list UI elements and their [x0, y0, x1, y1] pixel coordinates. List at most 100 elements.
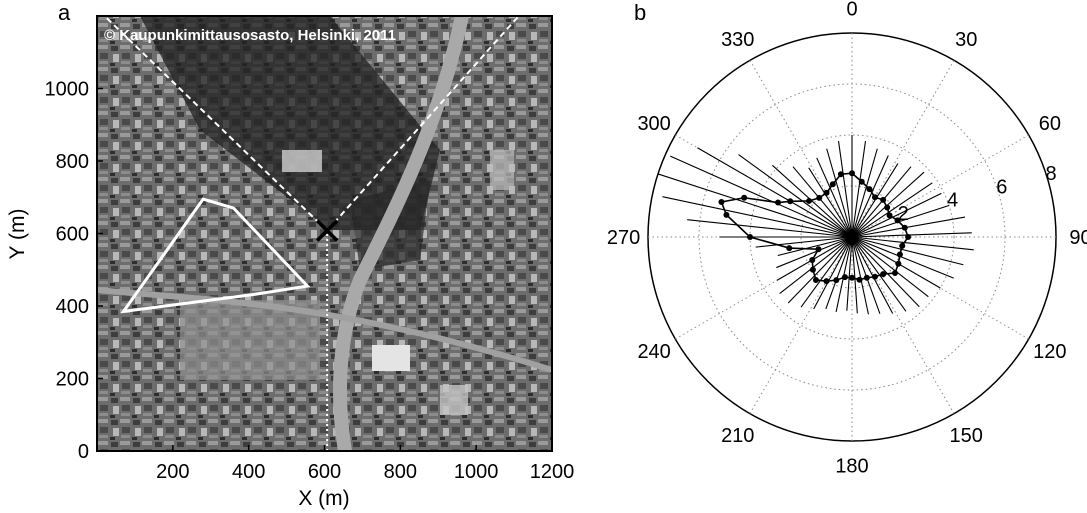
polar-data-point — [829, 181, 836, 188]
polar-whisker-line — [851, 232, 972, 238]
polar-angle-label: 270 — [607, 227, 640, 249]
polar-dotted-series — [718, 170, 912, 285]
polar-angle-label: 0 — [846, 0, 857, 21]
polar-data-point — [747, 234, 753, 240]
polar-whisker-line — [777, 236, 853, 257]
y-axis-ticks: 0 200 400 600 800 1000 — [45, 79, 103, 463]
polar-whisker-line — [846, 236, 853, 311]
polar-data-point — [809, 256, 816, 263]
polar-whisker-line — [851, 216, 966, 238]
polar-whisker-line — [851, 155, 889, 238]
polar-whisker-line — [851, 148, 878, 238]
polar-whisker-line — [851, 236, 858, 314]
polar-data-point — [896, 251, 903, 258]
polar-whisker-line — [851, 236, 929, 298]
polar-angle-label: 120 — [1033, 341, 1066, 363]
y-axis-label: Y (m) — [6, 209, 29, 260]
polar-whisker-line — [851, 236, 964, 266]
polar-data-point — [886, 212, 893, 219]
y-tick-label: 1000 — [45, 79, 90, 101]
panel-b: b 0 30 60 90 120 150 180 210 240 270 300 330 2 4 6 8 — [607, 0, 1087, 477]
polar-whisker-line — [787, 236, 853, 304]
copyright-text: © Kaupunkimittausosasto, Helsinki, 2011 — [104, 27, 396, 44]
polar-angle-label: 210 — [721, 425, 754, 447]
panel-a-letter: a — [58, 0, 71, 25]
polar-angle-label: 60 — [1039, 113, 1061, 135]
polar-radius-labels: 2 4 6 8 — [898, 163, 1057, 225]
polar-whisker-line — [851, 236, 974, 251]
x-tick-label: 200 — [156, 461, 189, 483]
polar-data-point — [815, 246, 822, 253]
polar-whisker-line — [738, 154, 853, 238]
polar-whisker-line — [755, 236, 853, 248]
station-x-marker — [315, 219, 339, 242]
polar-data-point — [823, 278, 830, 285]
polar-whisker-line — [851, 204, 950, 238]
polar-angle-label: 300 — [637, 113, 670, 135]
polar-data-point — [895, 260, 902, 267]
x-axis-label: X (m) — [298, 487, 349, 510]
building — [440, 385, 468, 415]
polar-whisker-line — [662, 196, 853, 238]
y-tick-label: 400 — [56, 296, 89, 318]
polar-whisker-line — [808, 167, 853, 238]
polar-data-point — [901, 224, 908, 231]
sector-boundary-right — [326, 16, 521, 232]
polar-whisker-line — [792, 166, 853, 238]
aerial-map — [97, 16, 552, 451]
panel-a: a © Kaupunkimittausosasto, Helsinki — [6, 0, 574, 510]
polar-whisker-line — [851, 140, 867, 238]
polar-angle-labels: 0 30 60 90 120 150 180 210 240 270 300 330 — [607, 0, 1087, 477]
x-tick-label: 1200 — [530, 461, 575, 483]
building — [372, 345, 410, 371]
polar-data-point — [823, 189, 830, 196]
polar-data-point — [786, 245, 793, 252]
polar-whisker-line — [851, 171, 925, 238]
polar-angle-label: 90 — [1069, 227, 1087, 249]
polar-radius-label: 6 — [996, 176, 1007, 198]
polar-whisker-line — [826, 148, 853, 238]
polar-radius-label: 2 — [898, 203, 909, 225]
polar-data-point — [809, 266, 816, 273]
polar-spoke — [851, 236, 955, 414]
polar-data-point — [723, 211, 730, 218]
polar-whisker-line — [813, 236, 853, 310]
polar-data-point — [787, 198, 794, 205]
x-tick-label: 1000 — [454, 461, 499, 483]
building — [282, 150, 322, 172]
polar-whisker-line — [697, 147, 853, 238]
x-tick-label: 600 — [308, 461, 341, 483]
polar-data-point — [806, 197, 813, 204]
polar-data-point — [841, 274, 848, 281]
polar-data-point — [856, 276, 863, 283]
cemetery-area — [180, 300, 320, 380]
polar-data-point — [891, 270, 898, 277]
polar-data-point — [884, 204, 891, 211]
x-axis-ticks: 200 400 600 800 1000 1200 — [156, 445, 574, 483]
y-tick-label: 0 — [78, 441, 89, 463]
polar-data-point — [812, 276, 819, 283]
polar-data-point — [871, 273, 878, 280]
polar-whisker-line — [851, 236, 907, 312]
forest-area-north — [140, 16, 440, 230]
polar-radius-label: 4 — [947, 190, 958, 212]
polar-whisker-line — [825, 236, 853, 310]
polar-data-point — [816, 194, 823, 201]
polar-whisker-line — [687, 219, 853, 238]
polar-angle-label: 330 — [721, 29, 754, 51]
polar-whisker-line — [851, 182, 933, 238]
station-x-stroke — [315, 219, 339, 242]
polar-whiskers — [657, 135, 974, 315]
polar-data-point — [894, 217, 901, 224]
panel-b-letter: b — [634, 0, 646, 25]
polar-whisker-line — [800, 236, 853, 308]
polar-data-point — [899, 242, 906, 249]
x-tick-label: 400 — [232, 461, 265, 483]
road — [97, 287, 552, 373]
polar-whisker-line — [851, 236, 920, 308]
polar-whisker-line — [851, 236, 869, 315]
polar-data-point — [775, 199, 782, 206]
polar-data-point — [866, 186, 873, 193]
polar-whisker-line — [776, 236, 853, 269]
